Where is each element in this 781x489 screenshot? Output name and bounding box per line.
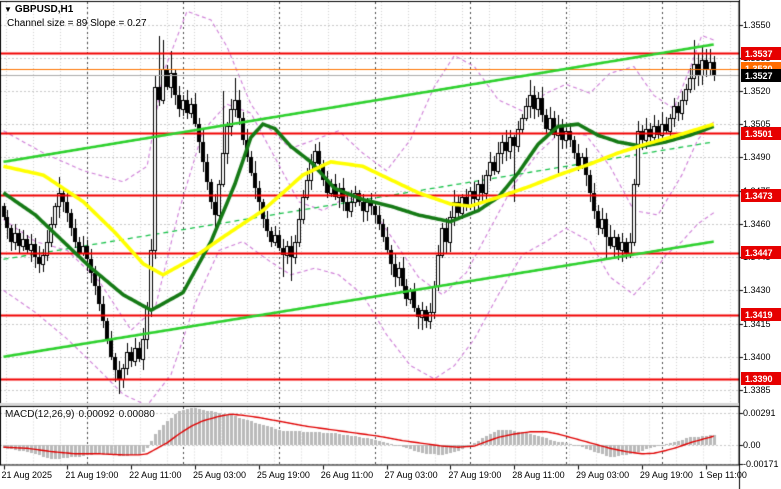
price-chart-canvas[interactable]: [0, 0, 781, 489]
chart-window: ▼ GBPUSD,H1 Channel size = 89 Slope = 0.2…: [0, 0, 781, 489]
